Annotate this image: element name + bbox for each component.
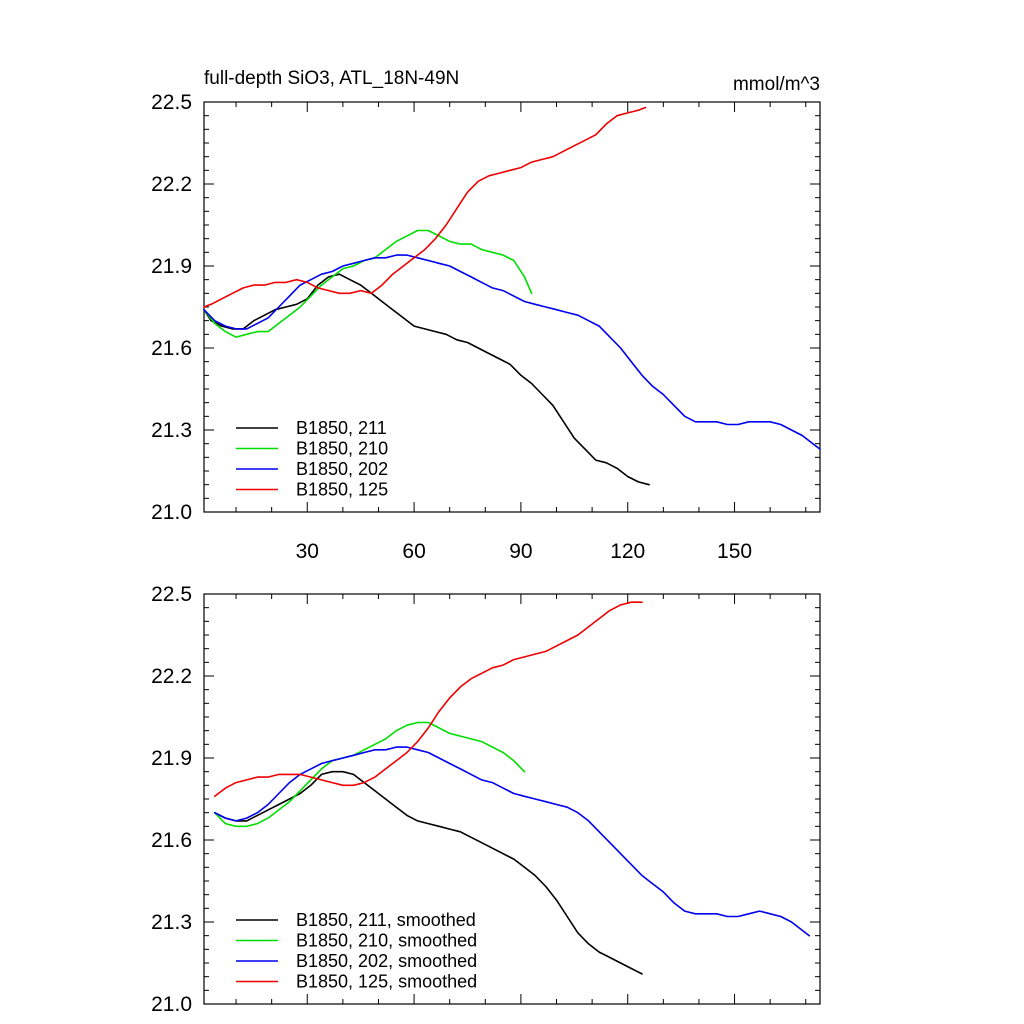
- x-tick-label: 60: [402, 540, 425, 563]
- y-tick-label: 21.6: [151, 829, 192, 852]
- x-tick-label: 30: [296, 540, 319, 563]
- series-line-3: [203, 254, 821, 450]
- series-line-4: [213, 601, 643, 798]
- x-tick-label: 90: [509, 540, 532, 563]
- y-tick-label: 21.6: [151, 337, 192, 360]
- legend-entry: B1850, 211, smoothed: [296, 910, 476, 930]
- bottom-panel: 21.0 21.3 21.6 21.9 22.2 22.5 B1850, 211, smoo…: [151, 583, 821, 1016]
- legend-entry: B1850, 211: [296, 418, 387, 438]
- y-tick-label: 22.5: [151, 91, 192, 114]
- series-line-4: [203, 106, 647, 308]
- x-tick-label: 120: [610, 540, 645, 563]
- top-panel: 21.0 21.3 21.6 21.9 22.2 22.5 30 60 90 120 150 full…: [151, 68, 821, 563]
- x-tick-label: 150: [717, 540, 752, 563]
- y-tick-label: 21.3: [151, 419, 192, 442]
- series-line-1: [203, 273, 650, 486]
- y-tick-label: 22.2: [151, 665, 192, 688]
- series-line-3: [213, 746, 811, 937]
- y-tick-label: 21.9: [151, 747, 192, 770]
- y-tick-label: 21.0: [151, 993, 192, 1016]
- y-tick-label: 21.3: [151, 911, 192, 934]
- units-label: mmol/m^3: [733, 74, 820, 95]
- chart-title: full-depth SiO3, ATL_18N-49N: [204, 68, 459, 89]
- y-tick-label: 21.9: [151, 255, 192, 278]
- legend-entry: B1850, 125: [296, 480, 388, 500]
- legend-entry: B1850, 210, smoothed: [296, 931, 477, 951]
- legend-entry: B1850, 202: [296, 459, 388, 479]
- y-tick-label: 22.5: [151, 583, 192, 606]
- legend-entry: B1850, 202, smoothed: [296, 951, 477, 971]
- legend-entry: B1850, 210: [296, 439, 388, 459]
- y-tick-label: 22.2: [151, 173, 192, 196]
- series-line-2: [213, 721, 526, 828]
- legend-entry: B1850, 125, smoothed: [296, 972, 477, 992]
- y-tick-label: 21.0: [151, 501, 192, 524]
- series-line-1: [213, 770, 643, 975]
